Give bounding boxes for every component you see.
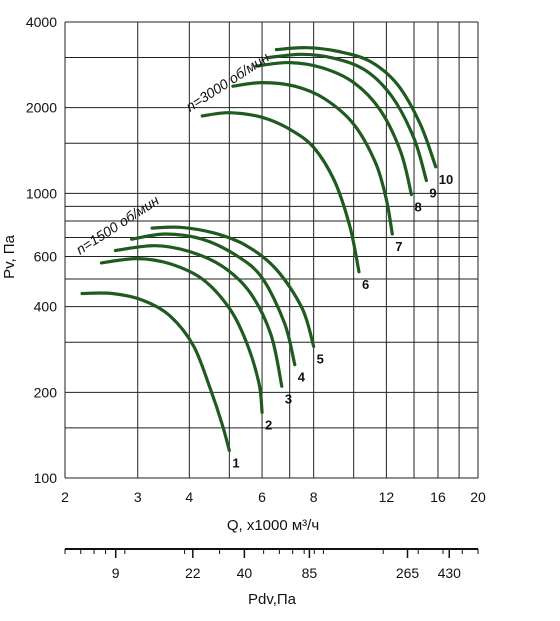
curve-label-5: 5 — [317, 351, 324, 366]
pdv-tick-label: 265 — [396, 565, 420, 581]
curve-label-9: 9 — [429, 185, 436, 200]
x-tick-label: 2 — [61, 489, 69, 505]
x-tick-label: 20 — [470, 489, 486, 505]
pdv-tick-label: 40 — [237, 565, 253, 581]
y-tick-label: 4000 — [26, 14, 57, 30]
annotation-1500-rpm: n=1500 об/мин — [73, 192, 162, 258]
curve-4 — [130, 232, 297, 367]
pdv-tick-label: 9 — [112, 565, 120, 581]
curve-label-3: 3 — [285, 391, 292, 406]
y-tick-label: 100 — [34, 470, 58, 486]
curve-label-7: 7 — [395, 239, 402, 254]
x-tick-label: 16 — [430, 489, 446, 505]
x-tick-label: 6 — [258, 489, 266, 505]
curve-5 — [150, 225, 316, 348]
curve-label-1: 1 — [232, 455, 239, 470]
pdv-tick-label: 22 — [185, 565, 201, 581]
y-tick-label: 400 — [34, 299, 58, 315]
curve-2 — [99, 256, 264, 414]
x-tick-label: 4 — [185, 489, 193, 505]
curve-9 — [266, 52, 428, 183]
grid — [64, 21, 479, 479]
y-tick-label: 600 — [34, 249, 58, 265]
y-tick-label: 1000 — [26, 185, 57, 201]
curve-1 — [80, 291, 231, 452]
curve-3 — [113, 244, 284, 388]
performance-curves — [80, 46, 438, 452]
pdv-tick-label: 85 — [302, 565, 318, 581]
y-axis-title: Pv, Па — [1, 234, 18, 279]
x-tick-label: 12 — [379, 489, 395, 505]
curve-label-6: 6 — [362, 277, 369, 292]
pdv-tick-label: 430 — [438, 565, 462, 581]
curve-label-4: 4 — [298, 370, 306, 385]
x-tick-label: 8 — [310, 489, 318, 505]
curve-8 — [254, 60, 413, 197]
curve-6 — [200, 111, 361, 274]
curve-7 — [231, 80, 394, 236]
y-tick-label: 200 — [34, 384, 58, 400]
curve-label-8: 8 — [414, 200, 421, 215]
curve-label-10: 10 — [439, 172, 453, 187]
x-axis-title: Q, x1000 м³/ч — [227, 517, 319, 534]
x-tick-label: 3 — [134, 489, 142, 505]
curve-10 — [274, 46, 438, 169]
y-tick-label: 2000 — [26, 100, 57, 116]
pdv-axis-title: Pdv,Па — [248, 591, 297, 608]
curve-label-2: 2 — [265, 417, 272, 432]
pdv-axis: 9 22 40 85 265 430 — [64, 548, 479, 581]
